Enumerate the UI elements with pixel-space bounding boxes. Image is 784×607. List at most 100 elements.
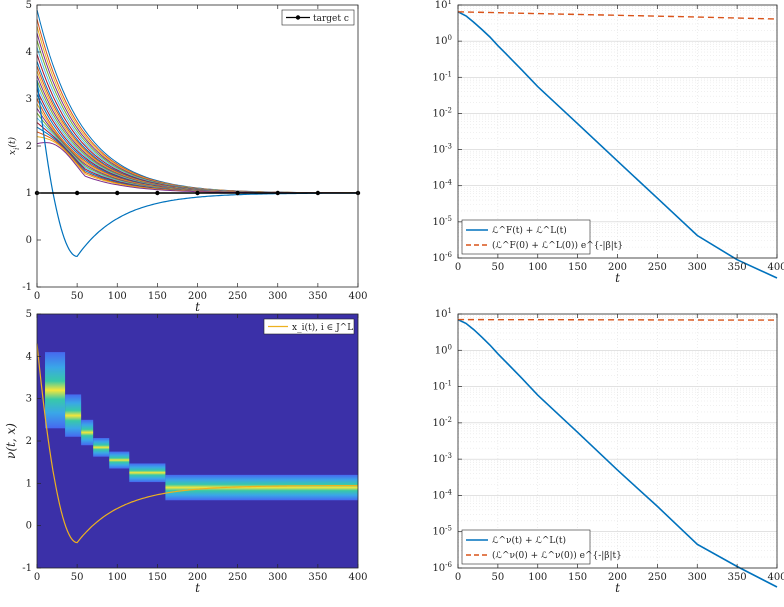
chart-top-right: 0 50 100 150 200 250 300 350 400 t 10-6 10-5 10-4 10-…	[432, 0, 784, 285]
x-tick-label: 0	[455, 262, 461, 273]
y-tick-label: 100	[435, 343, 452, 356]
legend-box	[461, 529, 591, 565]
y-tick-label: 2	[26, 436, 32, 447]
target-marker	[235, 190, 240, 196]
density-band	[165, 474, 358, 501]
y-tick-label: 3	[26, 94, 32, 105]
x-tick-label: 400	[767, 572, 784, 583]
target-marker	[74, 190, 80, 196]
y-tick-label: 5	[26, 0, 32, 11]
density-band	[45, 352, 66, 429]
legend-label: x_i(t), i ∈ J^L	[292, 322, 353, 333]
legend-box	[263, 318, 355, 335]
x-tick-label: 250	[648, 262, 667, 273]
legend-label: (ℒ^F(0) + ℒ^L(0)) e^{-|β|t}	[492, 240, 623, 251]
density-band	[93, 438, 110, 457]
y-tick-label: 10-3	[432, 143, 452, 156]
y-tick-label: 5	[26, 309, 32, 320]
x-tick-label: 300	[688, 572, 707, 583]
chart-top-left: 0 50 100 150 200 250 300 350 400t-1012345xi(t)ta…	[7, 0, 368, 314]
x-tick-label: 100	[108, 572, 127, 583]
x-tick-label: 350	[728, 262, 747, 273]
x-axis-label: t	[195, 581, 200, 595]
legend: target c	[281, 9, 355, 26]
y-tick-label: 10-6	[432, 251, 452, 264]
y-tick-label: 4	[26, 47, 32, 58]
y-tick-label: 10-6	[432, 561, 452, 574]
series-line-1	[457, 318, 778, 321]
x-tick-label: 0	[34, 291, 40, 302]
x-tick-label: 400	[348, 572, 367, 583]
legend: ℒ^ν(t) + ℒ^L(t) (ℒ^ν(0) + ℒ^ν(0)) e^{-|β|…	[461, 529, 622, 565]
y-tick-label: 3	[26, 394, 32, 405]
legend-label: target c	[313, 14, 349, 24]
x-tick-label: 300	[268, 291, 287, 302]
x-tick-label: 50	[492, 262, 505, 273]
y-tick-label: 0	[26, 235, 32, 246]
y-tick-label: 10-5	[432, 215, 452, 228]
y-axis-label: xi(t)	[7, 137, 21, 155]
y-tick-label: 10-5	[432, 525, 452, 538]
x-tick-label: 150	[148, 572, 167, 583]
x-axis-label: t	[615, 581, 620, 595]
legend: ℒ^F(t) + ℒ^L(t) (ℒ^F(0) + ℒ^L(0)) e^{-|β|…	[461, 219, 623, 255]
y-tick-label: 1	[26, 478, 32, 489]
y-tick-label: 10-3	[432, 452, 452, 465]
legend-marker	[295, 15, 301, 20]
y-tick-label: -1	[22, 282, 32, 293]
target-marker	[315, 190, 321, 196]
x-tick-label: 150	[568, 572, 587, 583]
y-axis-label: ν(t, x)	[4, 423, 18, 459]
y-tick-label: 10-4	[432, 179, 452, 192]
chart-bottom-right: 0 50 100 150 200 250 300 350 400 t 10-6 10-5 10-4 10-…	[432, 307, 784, 595]
x-tick-label: 150	[568, 262, 587, 273]
target-marker	[275, 190, 280, 196]
density-band	[65, 394, 82, 437]
x-tick-label: 300	[688, 262, 707, 273]
x-tick-label: 150	[148, 291, 167, 302]
series-line-1	[457, 11, 778, 20]
series-line-0	[457, 318, 778, 588]
y-tick-label: 10-4	[432, 488, 452, 501]
x-tick-label: 100	[528, 572, 547, 583]
legend-label: (ℒ^ν(0) + ℒ^ν(0)) e^{-|β|t}	[492, 550, 622, 561]
legend-label: ℒ^F(t) + ℒ^L(t)	[492, 225, 567, 236]
legend-box	[281, 9, 355, 26]
x-tick-label: 200	[188, 291, 207, 302]
x-tick-label: 350	[308, 572, 327, 583]
legend-box	[461, 219, 591, 255]
x-tick-label: 200	[188, 572, 207, 583]
y-tick-label: 4	[26, 351, 32, 362]
x-tick-label: 250	[228, 572, 247, 583]
series-line-0	[457, 11, 778, 279]
grid	[457, 5, 778, 259]
density-band	[81, 419, 94, 446]
legend: x_i(t), i ∈ J^L	[263, 318, 355, 335]
target-marker	[115, 190, 120, 196]
x-tick-label: 0	[455, 572, 461, 583]
y-tick-label: 0	[26, 521, 32, 532]
x-tick-label: 200	[608, 262, 627, 273]
x-tick-label: 50	[71, 291, 84, 302]
x-axis-label: t	[195, 300, 200, 314]
y-tick-label: 100	[435, 34, 452, 47]
y-tick-label: 10-2	[432, 416, 452, 429]
x-tick-label: 200	[608, 572, 627, 583]
y-tick-label: 1	[26, 188, 32, 199]
x-tick-label: 100	[108, 291, 127, 302]
legend-label: ℒ^ν(t) + ℒ^L(t)	[492, 535, 566, 546]
y-tick-label: -1	[22, 563, 32, 574]
x-tick-label: 0	[34, 572, 40, 583]
x-tick-label: 50	[492, 572, 505, 583]
x-tick-label: 400	[348, 291, 367, 302]
density-band	[109, 451, 130, 469]
y-tick-label: 10-2	[432, 106, 452, 119]
x-tick-label: 50	[71, 572, 84, 583]
grid	[457, 314, 778, 569]
density-band	[129, 463, 166, 483]
target-marker	[195, 190, 200, 196]
y-tick-label: 101	[435, 0, 452, 11]
x-tick-label: 250	[228, 291, 247, 302]
